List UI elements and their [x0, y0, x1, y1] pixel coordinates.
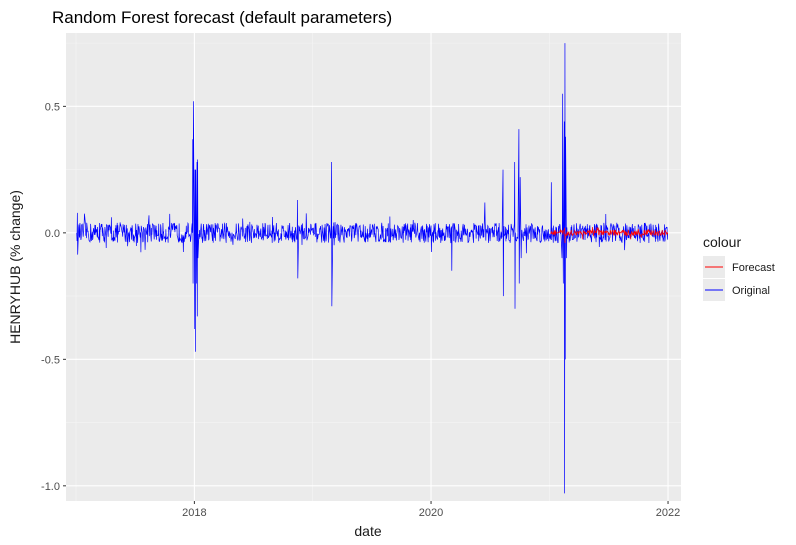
x-tick-label: 2022: [656, 507, 680, 519]
legend-items: Forecast Original: [703, 256, 775, 301]
chart-title: Random Forest forecast (default paramete…: [52, 8, 392, 27]
y-tick-label: 0.5: [45, 101, 60, 113]
y-tick-label: 0.0: [45, 228, 60, 240]
legend-label-forecast: Forecast: [732, 262, 775, 274]
legend: colour Forecast Original: [703, 234, 775, 301]
legend-title: colour: [703, 234, 741, 250]
plot-panel: [66, 33, 681, 501]
x-axis-title: date: [354, 523, 381, 539]
x-tick-label: 2020: [419, 507, 443, 519]
series-line-original: [76, 43, 669, 494]
x-axis: 2018 2020 2022: [182, 501, 680, 519]
y-tick-label: -0.5: [41, 354, 60, 366]
y-axis: 0.5 0.0 -0.5 -1.0: [41, 101, 66, 493]
legend-label-original: Original: [732, 285, 770, 297]
x-tick-label: 2018: [182, 507, 206, 519]
y-axis-title: HENRYHUB (% change): [7, 190, 23, 344]
series-layer: [76, 43, 669, 494]
y-tick-label: -1.0: [41, 481, 60, 493]
series-line-forecast: [550, 226, 669, 243]
minor-gridlines: [66, 33, 681, 501]
